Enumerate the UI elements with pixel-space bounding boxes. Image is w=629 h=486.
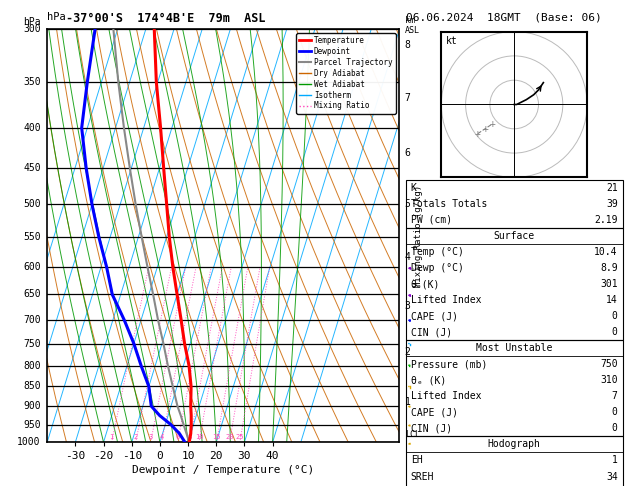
Text: 750: 750 (23, 339, 41, 348)
Text: CIN (J): CIN (J) (411, 423, 452, 434)
Text: LCL: LCL (404, 430, 420, 439)
Text: Totals Totals: Totals Totals (411, 199, 487, 209)
Legend: Temperature, Dewpoint, Parcel Trajectory, Dry Adiabat, Wet Adiabat, Isotherm, Mi: Temperature, Dewpoint, Parcel Trajectory… (296, 33, 396, 114)
Text: hPa: hPa (23, 17, 41, 27)
Text: 39: 39 (606, 199, 618, 209)
Text: hPa: hPa (47, 12, 66, 22)
Text: K: K (411, 183, 416, 193)
Text: Surface: Surface (494, 231, 535, 241)
Text: +: + (489, 119, 495, 129)
Text: 14: 14 (606, 295, 618, 305)
Text: 300: 300 (23, 24, 41, 34)
Text: 34: 34 (606, 471, 618, 482)
Text: 1: 1 (109, 434, 114, 440)
Text: 10.4: 10.4 (594, 247, 618, 257)
Text: 900: 900 (23, 401, 41, 411)
Text: ASL: ASL (404, 26, 420, 35)
Text: 0: 0 (612, 327, 618, 337)
Text: 1000: 1000 (18, 437, 41, 447)
Text: 8: 8 (187, 434, 192, 440)
Text: SREH: SREH (411, 471, 434, 482)
Text: 06.06.2024  18GMT  (Base: 06): 06.06.2024 18GMT (Base: 06) (406, 12, 601, 22)
Text: 700: 700 (23, 315, 41, 325)
Text: 0: 0 (612, 423, 618, 434)
Text: 450: 450 (23, 163, 41, 174)
Text: 310: 310 (600, 375, 618, 385)
Text: 20: 20 (225, 434, 234, 440)
Text: 800: 800 (23, 361, 41, 371)
Text: 500: 500 (23, 199, 41, 209)
Text: 8: 8 (404, 40, 411, 50)
Text: 750: 750 (600, 359, 618, 369)
Text: 600: 600 (23, 262, 41, 272)
Text: -37°00'S  174°4B'E  79m  ASL: -37°00'S 174°4B'E 79m ASL (66, 12, 265, 25)
Text: 5: 5 (404, 199, 411, 209)
Text: CAPE (J): CAPE (J) (411, 407, 458, 417)
Text: 25: 25 (236, 434, 244, 440)
Text: Temp (°C): Temp (°C) (411, 247, 464, 257)
Text: 2.19: 2.19 (594, 215, 618, 225)
Text: 350: 350 (23, 77, 41, 87)
Text: 2: 2 (133, 434, 138, 440)
Text: +: + (475, 129, 481, 139)
Text: 8.9: 8.9 (600, 263, 618, 273)
Text: 6: 6 (404, 148, 411, 157)
Text: 0: 0 (612, 407, 618, 417)
Text: 2: 2 (404, 347, 411, 357)
Text: 400: 400 (23, 123, 41, 133)
Text: Most Unstable: Most Unstable (476, 343, 552, 353)
Text: 850: 850 (23, 382, 41, 392)
Text: Hodograph: Hodograph (487, 439, 541, 450)
Text: 7: 7 (612, 391, 618, 401)
Text: 21: 21 (606, 183, 618, 193)
Text: 6: 6 (175, 434, 180, 440)
Text: θₑ(K): θₑ(K) (411, 279, 440, 289)
Text: PW (cm): PW (cm) (411, 215, 452, 225)
Text: θₑ (K): θₑ (K) (411, 375, 446, 385)
Text: 550: 550 (23, 232, 41, 242)
Text: 3: 3 (404, 301, 411, 311)
Text: CIN (J): CIN (J) (411, 327, 452, 337)
Text: 1: 1 (404, 397, 411, 407)
Text: +: + (482, 124, 488, 134)
Text: 950: 950 (23, 419, 41, 430)
Text: 7: 7 (404, 93, 411, 104)
Text: kt: kt (446, 36, 458, 46)
Text: 1: 1 (612, 455, 618, 466)
X-axis label: Dewpoint / Temperature (°C): Dewpoint / Temperature (°C) (132, 466, 314, 475)
Text: Pressure (mb): Pressure (mb) (411, 359, 487, 369)
Text: Lifted Index: Lifted Index (411, 391, 481, 401)
Text: km: km (404, 16, 415, 25)
Text: Mixing Ratio (g/kg): Mixing Ratio (g/kg) (415, 185, 423, 287)
Text: 15: 15 (213, 434, 221, 440)
Text: EH: EH (411, 455, 423, 466)
Text: CAPE (J): CAPE (J) (411, 311, 458, 321)
Text: 3: 3 (148, 434, 153, 440)
Text: Lifted Index: Lifted Index (411, 295, 481, 305)
Text: 10: 10 (195, 434, 203, 440)
Text: Dewp (°C): Dewp (°C) (411, 263, 464, 273)
Text: 4: 4 (160, 434, 164, 440)
Text: 4: 4 (404, 252, 411, 261)
Text: 0: 0 (612, 311, 618, 321)
Text: 301: 301 (600, 279, 618, 289)
Text: 650: 650 (23, 290, 41, 299)
